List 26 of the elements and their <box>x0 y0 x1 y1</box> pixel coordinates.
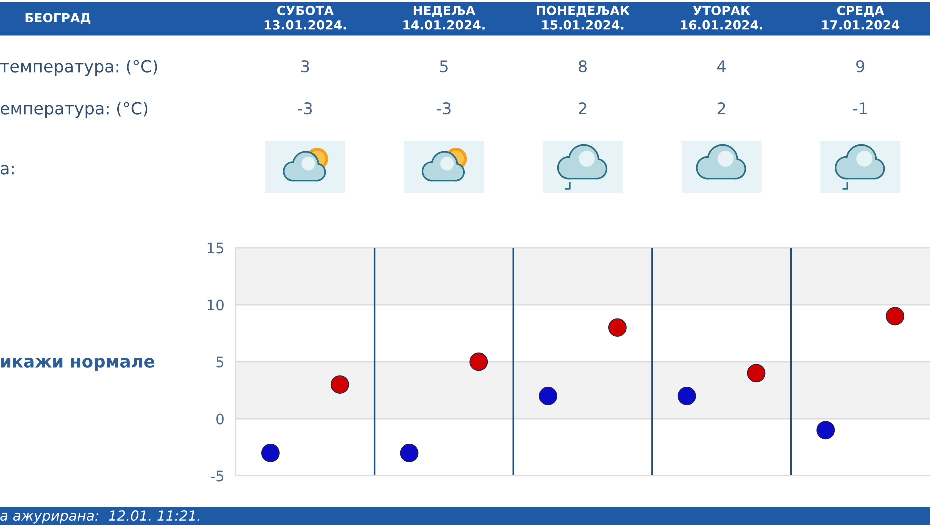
text: а: <box>1 165 14 175</box>
data-label: 5 <box>440 60 448 73</box>
data-label: 8 <box>579 60 587 73</box>
text: УТОРАК 16.01.2024. <box>681 6 762 30</box>
data-label: -3 <box>298 102 312 115</box>
text: СРЕДА 17.01.2024 <box>822 6 900 30</box>
data-label: 9 <box>856 60 865 73</box>
text: температура: (°C) <box>0 60 158 76</box>
y-tick-label: 5 <box>216 356 224 368</box>
y-tick-label: -5 <box>211 470 224 482</box>
data-label: -3 <box>437 102 451 115</box>
data-label: -1 <box>853 102 868 114</box>
text: БЕОГРАД <box>26 13 91 24</box>
text: НЕДЕЉА 14.01.2024. <box>404 6 485 30</box>
text: а ажурирана: 12.01. 11:21. <box>0 510 200 524</box>
text: икажи нормале <box>1 358 155 372</box>
text: ПОНЕДЕЉАК 15.01.2024. <box>537 6 630 30</box>
data-label: 2 <box>718 102 726 114</box>
data-label: 2 <box>579 102 586 114</box>
data-label: 3 <box>302 60 310 73</box>
y-tick-label: 15 <box>208 242 224 254</box>
y-tick-label: 10 <box>208 300 224 311</box>
text: емпература: (°C) <box>0 102 148 118</box>
text: СУБОТА 13.01.2024. <box>264 6 346 30</box>
data-label: 4 <box>718 60 726 72</box>
y-tick-label: 0 <box>216 414 224 425</box>
